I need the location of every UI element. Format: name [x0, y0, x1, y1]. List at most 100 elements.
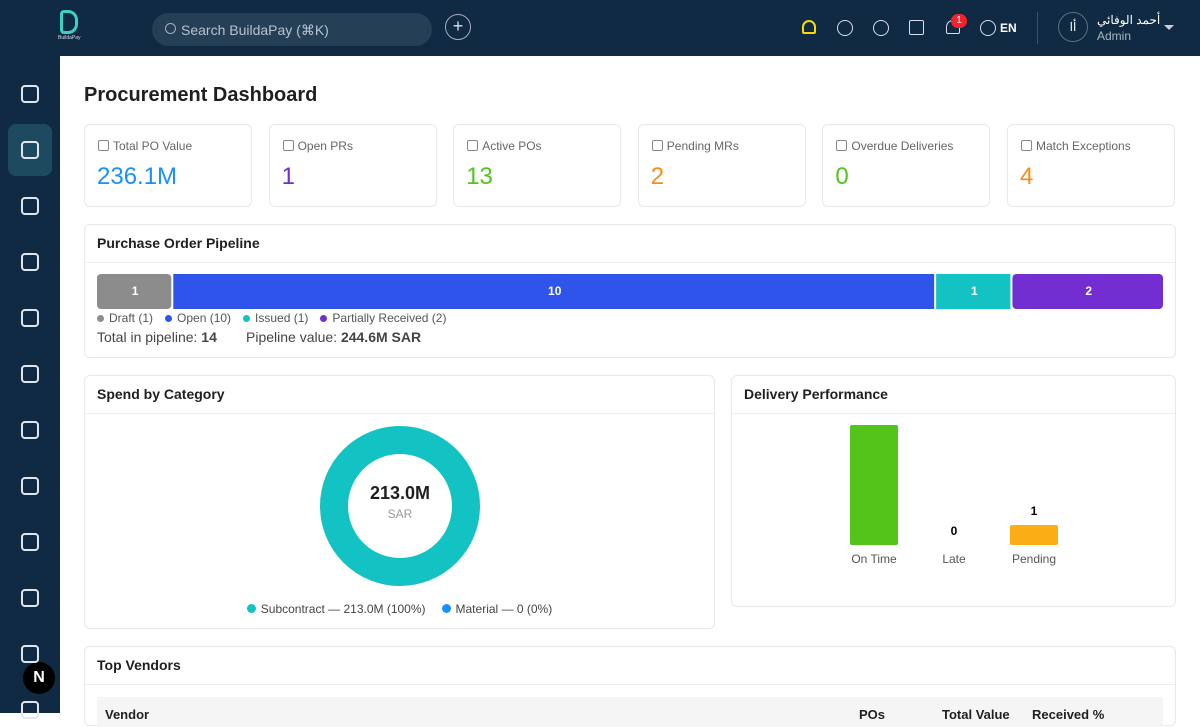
segment-label: 2: [1085, 284, 1092, 298]
donut-center-unit: SAR: [387, 507, 413, 521]
nav-icon[interactable]: [21, 253, 39, 271]
kpi-label: Active POs: [482, 139, 542, 153]
bar: [1010, 525, 1058, 545]
search-placeholder: Search BuildaPay (⌘K): [181, 22, 329, 38]
kpi-icon: [1021, 140, 1032, 151]
kpi-card: Pending MRs 2: [637, 124, 806, 207]
pipeline-legend: Draft (1) Open (10) Issued (1) Partially Re…: [97, 311, 446, 325]
segment-label: 10: [548, 284, 562, 298]
legend-dot: [97, 315, 104, 322]
kpi-card: Overdue Deliveries 0: [822, 124, 991, 207]
segment-label: 1: [132, 284, 139, 298]
spend-legend: Subcontract — 213.0M (100%) Material — 0 …: [85, 602, 714, 616]
vendors-card: Top Vendors Vendor POs Total Value Received…: [84, 646, 1176, 727]
avatar[interactable]: أا: [1058, 12, 1088, 42]
donut-center-value: 213.0M: [369, 483, 431, 503]
legend-dot: [165, 315, 173, 322]
legend-dot: [246, 604, 256, 613]
legend-item: Subcontract — 213.0M (100%): [246, 602, 426, 616]
x-tick-label: On Time: [851, 552, 897, 566]
nav-icon[interactable]: [21, 589, 39, 607]
donut-slice: [320, 426, 480, 586]
pipeline-bar: 1 10 1 2: [97, 274, 1163, 309]
nav-icon[interactable]: [21, 477, 39, 495]
delivery-card: Delivery Performance On Time 0 Late 1 Pendin…: [731, 375, 1176, 607]
bell-icon[interactable]: [802, 20, 816, 34]
kpi-card: Open PRs 1: [268, 124, 437, 207]
value: 14: [201, 329, 217, 345]
kpi-label: Open PRs: [297, 139, 353, 153]
kpi-icon: [98, 140, 109, 151]
pipeline-value: Pipeline value: 244.6M SAR: [246, 329, 421, 345]
vendors-table-header: Vendor POs Total Value Received %: [97, 697, 1163, 727]
card-title: Spend by Category: [97, 386, 225, 402]
x-tick-label: Pending: [1012, 552, 1056, 566]
search-box[interactable]: Search BuildaPay (⌘K): [152, 13, 432, 46]
tasks-icon[interactable]: [909, 20, 924, 35]
kpi-value: 1: [281, 163, 295, 190]
legend-item: Issued (1): [243, 311, 308, 325]
help-icon[interactable]: [837, 20, 853, 36]
legend-item: Partially Received (2): [320, 311, 446, 325]
user-role: Admin: [1097, 29, 1132, 43]
legend-label: Partially Received (2): [332, 311, 447, 325]
donut: [320, 426, 480, 586]
divider: [732, 413, 1175, 414]
kpi-value: 4: [1020, 163, 1034, 190]
nav-icon[interactable]: [21, 141, 39, 159]
nav-icon[interactable]: [21, 309, 39, 327]
kpi-card: Total PO Value 236.1M: [84, 124, 252, 207]
sidebar-active: [8, 124, 52, 176]
kpi-label: Total PO Value: [113, 139, 193, 153]
legend-item: Open (10): [165, 311, 231, 325]
kpi-card: Active POs 13: [453, 124, 622, 207]
column-header: Received %: [1032, 707, 1105, 722]
card-title: Delivery Performance: [744, 386, 888, 402]
language[interactable]: EN: [1000, 21, 1017, 35]
bar-value-label: 0: [951, 524, 958, 538]
divider: [85, 684, 1175, 685]
legend-label: Open (10): [177, 311, 232, 325]
dev-badge[interactable]: N: [23, 662, 55, 694]
nav-icon[interactable]: [21, 533, 39, 551]
legend-label: Material — 0 (0%): [455, 602, 553, 616]
legend-dot: [441, 604, 451, 613]
nav-icon[interactable]: [21, 197, 39, 215]
sidebar: N: [0, 56, 60, 719]
divider: [85, 413, 714, 414]
spend-card: Spend by Category 213.0M SAR Subcontract…: [84, 375, 715, 629]
legend-label: Subcontract — 213.0M (100%): [260, 602, 426, 616]
pipeline-total: Total in pipeline: 14: [97, 329, 217, 345]
search-icon: [165, 23, 176, 34]
logo-caption: BuildaPay: [58, 35, 81, 41]
logo[interactable]: [60, 10, 78, 34]
kpi-value: 0: [835, 163, 849, 190]
user-menu-caret[interactable]: [1164, 25, 1174, 35]
chat-icon[interactable]: [873, 20, 889, 36]
pipeline-segment: [97, 274, 172, 309]
nav-icon[interactable]: [21, 85, 39, 103]
kpi-icon: [836, 140, 848, 151]
legend-item: Material — 0 (0%): [441, 602, 553, 616]
language-icon[interactable]: [980, 20, 996, 36]
bar: [850, 425, 898, 545]
pipeline-card: Purchase Order Pipeline 1 10 1 2 Draft (1) O…: [84, 224, 1176, 358]
pipeline-segment: [173, 274, 935, 309]
add-button[interactable]: +: [445, 14, 471, 40]
nav-icon[interactable]: [21, 421, 39, 439]
kpi-value: 13: [466, 163, 493, 190]
kpi-icon: [282, 140, 294, 151]
label: Pipeline value:: [246, 329, 338, 345]
nav-icon[interactable]: [21, 645, 39, 663]
nav-icon[interactable]: [21, 365, 39, 383]
kpi-icon: [651, 140, 663, 151]
delivery-chart: On Time 0 Late 1 Pending: [850, 425, 1058, 566]
kpi-card: Match Exceptions 4: [1007, 124, 1175, 207]
page-title: Procurement Dashboard: [84, 84, 318, 106]
column-header: POs: [859, 707, 886, 722]
topbar: BuildaPay Search BuildaPay (⌘K) + 1 EN أ…: [0, 0, 1200, 56]
kpi-label: Overdue Deliveries: [851, 139, 954, 153]
nav-icon[interactable]: [21, 701, 39, 719]
card-title: Purchase Order Pipeline: [97, 235, 260, 251]
